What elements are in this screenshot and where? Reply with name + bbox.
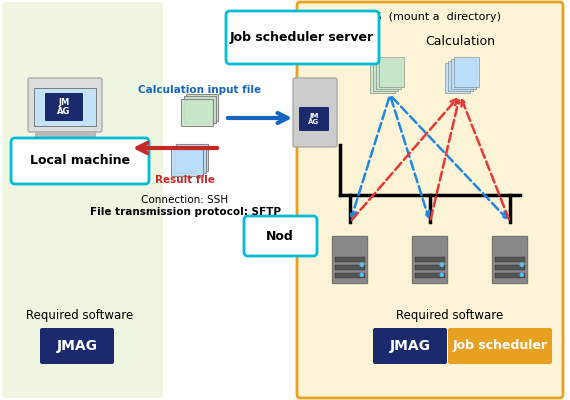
FancyBboxPatch shape	[2, 2, 163, 398]
FancyBboxPatch shape	[45, 93, 83, 121]
FancyBboxPatch shape	[244, 216, 317, 256]
Bar	[376, 59, 401, 89]
FancyBboxPatch shape	[186, 94, 218, 121]
Text: Calculation: Calculation	[425, 35, 495, 48]
Circle shape	[520, 273, 523, 276]
Bar	[370, 63, 395, 93]
Bar	[495, 265, 525, 270]
FancyBboxPatch shape	[492, 236, 528, 284]
Text: Job scheduler: Job scheduler	[453, 340, 548, 352]
Text: NFS  (mount a  directory): NFS (mount a directory)	[360, 12, 500, 22]
FancyBboxPatch shape	[11, 138, 149, 184]
Bar	[448, 61, 473, 91]
Bar	[34, 88, 96, 126]
Text: File transmission protocol: SFTP: File transmission protocol: SFTP	[89, 207, 280, 217]
FancyBboxPatch shape	[226, 11, 379, 64]
Bar	[335, 273, 365, 278]
Text: JM
AG: JM AG	[58, 98, 71, 116]
FancyBboxPatch shape	[373, 328, 447, 364]
Bar	[373, 61, 398, 91]
FancyBboxPatch shape	[412, 236, 448, 284]
FancyBboxPatch shape	[293, 78, 337, 147]
FancyBboxPatch shape	[184, 96, 216, 123]
FancyBboxPatch shape	[28, 78, 102, 132]
Text: JM
AG: JM AG	[308, 113, 320, 125]
Text: JMAG: JMAG	[56, 339, 97, 353]
Bar	[35, 131, 95, 136]
Text: Required software: Required software	[26, 308, 133, 322]
Bar	[451, 59, 476, 89]
Bar	[415, 273, 445, 278]
Circle shape	[360, 263, 363, 266]
Bar	[335, 257, 365, 262]
Bar	[495, 257, 525, 262]
FancyBboxPatch shape	[332, 236, 368, 284]
Text: Nod: Nod	[266, 230, 294, 242]
Text: Calculation input file: Calculation input file	[139, 85, 262, 95]
Bar	[445, 63, 470, 93]
Text: Required software: Required software	[396, 308, 504, 322]
Text: Connection: SSH: Connection: SSH	[141, 195, 229, 205]
Text: JMAG: JMAG	[389, 339, 430, 353]
Circle shape	[440, 273, 443, 276]
Bar	[335, 265, 365, 270]
FancyBboxPatch shape	[448, 328, 552, 364]
Bar	[379, 57, 404, 87]
FancyBboxPatch shape	[181, 99, 213, 126]
Bar	[495, 273, 525, 278]
FancyBboxPatch shape	[297, 2, 563, 398]
Circle shape	[360, 273, 363, 276]
FancyBboxPatch shape	[171, 149, 203, 176]
Bar	[454, 57, 479, 87]
FancyBboxPatch shape	[299, 107, 329, 131]
FancyBboxPatch shape	[176, 144, 208, 171]
Text: Result file: Result file	[155, 175, 215, 185]
FancyBboxPatch shape	[174, 146, 206, 173]
Circle shape	[520, 263, 523, 266]
Bar	[415, 265, 445, 270]
FancyBboxPatch shape	[40, 328, 114, 364]
Text: Local machine: Local machine	[30, 154, 130, 168]
Bar	[415, 257, 445, 262]
Circle shape	[440, 263, 443, 266]
Text: Job scheduler server: Job scheduler server	[230, 30, 374, 44]
